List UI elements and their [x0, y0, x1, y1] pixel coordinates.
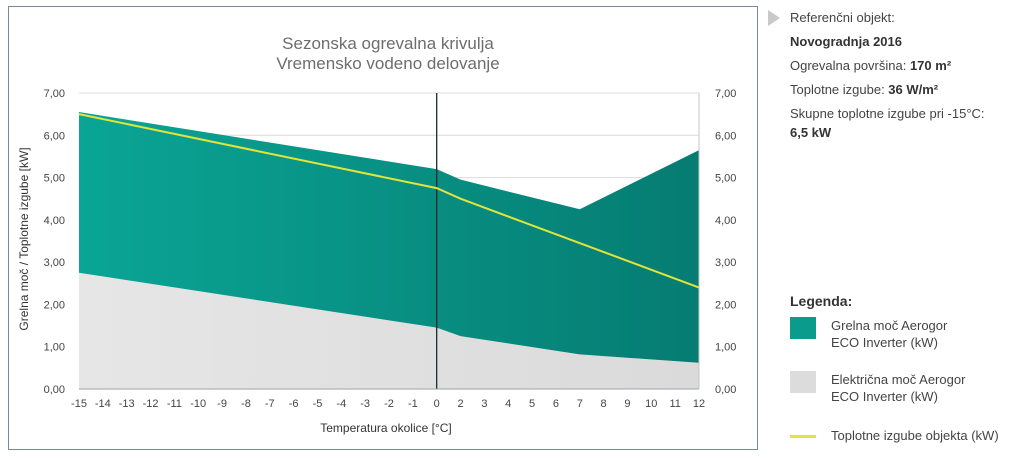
y-tick-right: 0,00: [715, 384, 736, 396]
y-tick-right: 1,00: [715, 342, 736, 354]
x-tick-label: -11: [167, 398, 182, 410]
total-heat-loss-value: 6,5 kW: [790, 125, 832, 140]
electric-power-area: [79, 272, 699, 389]
legend-item-electric-power: Električna moč Aerogor ECO Inverter (kW): [790, 371, 1022, 405]
x-tick-label: 7: [577, 398, 583, 410]
x-tick-label: -5: [313, 398, 323, 410]
legend-swatch-heating-power: [790, 317, 816, 339]
chart-title-line1: Sezonska ogrevalna krivulja: [282, 34, 494, 53]
x-tick-label: -2: [384, 398, 394, 410]
building-name: Novogradnja 2016: [790, 34, 902, 49]
x-axis-label: Temperatura okolice [°C]: [320, 421, 452, 435]
x-tick-label: -15: [71, 398, 87, 410]
x-tick-label: -7: [265, 398, 275, 410]
y-tick-left: 7,00: [44, 88, 65, 100]
heat-loss-label: Toplotne izgube:: [790, 82, 889, 97]
x-tick-label: 5: [529, 398, 535, 410]
legend-swatch-electric-power: [790, 371, 816, 393]
axes: 0,00 0,00 1,00 1,00 2,00 2,00 3,00 3,00 4,00 4,00…: [44, 88, 737, 410]
x-tick-label: 6: [553, 398, 559, 410]
total-heat-loss: Skupne toplotne izgube pri -15°C: 6,5 kW: [768, 104, 1020, 142]
x-tick-label: -10: [190, 398, 206, 410]
x-tick-label: 10: [645, 398, 657, 410]
x-tick-label: 12: [693, 398, 705, 410]
total-heat-loss-label: Skupne toplotne izgube pri -15°C:: [790, 106, 985, 121]
y-tick-left: 5,00: [44, 173, 65, 185]
x-tick-label: -9: [217, 398, 227, 410]
x-tick-label: 0: [434, 398, 440, 410]
legend-label-electric-power-2: ECO Inverter (kW): [831, 389, 938, 404]
x-tick-label: 2: [457, 398, 463, 410]
x-tick-label: 4: [505, 398, 511, 410]
heated-area-label: Ogrevalna površina:: [790, 58, 910, 73]
legend-swatch-heat-loss: [790, 435, 816, 438]
heat-loss-line: [78, 113, 700, 289]
x-tick-label: 9: [624, 398, 630, 410]
y-tick-right: 4,00: [715, 215, 736, 227]
legend-label-heating-power-1: Grelna moč Aerogor: [831, 318, 948, 333]
y-tick-right: 6,00: [715, 130, 736, 142]
y-tick-right: 2,00: [715, 299, 736, 311]
x-tick-label: -1: [408, 398, 418, 410]
chart-title-line2: Vremensko vodeno delovanje: [276, 54, 499, 73]
heating-curve-chart: Sezonska ogrevalna krivulja Vremensko vo…: [17, 34, 737, 435]
heated-area-value: 170 m²: [909, 58, 952, 73]
x-tick-label: -4: [336, 398, 346, 410]
y-tick-left: 2,00: [44, 299, 65, 311]
legend-label-heat-loss: Toplotne izgube objekta (kW): [831, 428, 999, 443]
reference-heading: Referenčni objekt:: [768, 8, 1020, 27]
y-tick-right: 5,00: [715, 173, 736, 185]
heat-loss: Toplotne izgube: 36 W/m²: [768, 80, 1020, 99]
y-tick-right: 7,00: [715, 88, 736, 100]
chart-frame: Sezonska ogrevalna krivulja Vremensko vo…: [8, 6, 758, 450]
legend-item-heating-power: Grelna moč Aerogor ECO Inverter (kW): [790, 317, 1022, 351]
x-tick-label: -8: [241, 398, 251, 410]
x-tick-label: 3: [481, 398, 487, 410]
x-tick-label: 8: [601, 398, 607, 410]
x-tick-label: -13: [119, 398, 135, 410]
x-tick-label: -3: [360, 398, 370, 410]
legend-label-heating-power-2: ECO Inverter (kW): [831, 335, 938, 350]
legend: Legenda: Grelna moč Aerogor ECO Inverter…: [790, 293, 1022, 444]
y-axis-label: Grelna moč / Toplotne izgube [kW]: [17, 147, 31, 330]
reference-heading-text: Referenčni objekt:: [790, 10, 895, 25]
y-tick-left: 1,00: [44, 342, 65, 354]
legend-title: Legenda:: [790, 293, 853, 309]
y-tick-left: 4,00: [44, 215, 65, 227]
reference-object-panel: Referenčni objekt: Novogradnja 2016 Ogre…: [768, 8, 1020, 142]
y-tick-left: 0,00: [44, 384, 65, 396]
x-tick-label: -14: [95, 398, 111, 410]
x-tick-label: -12: [143, 398, 159, 410]
x-tick-label: 11: [669, 398, 680, 410]
triangle-bullet-icon: [768, 9, 780, 26]
x-tick-label: -6: [289, 398, 299, 410]
heat-loss-value: 36 W/m²: [888, 82, 939, 97]
line-series: [78, 93, 700, 389]
legend-label-electric-power-1: Električna moč Aerogor: [831, 372, 966, 387]
heated-area: Ogrevalna površina: 170 m²: [768, 56, 1020, 75]
y-tick-left: 6,00: [44, 130, 65, 142]
legend-item-heat-loss: Toplotne izgube objekta (kW): [790, 427, 1022, 444]
area-series: [79, 112, 699, 390]
y-tick-left: 3,00: [44, 257, 65, 269]
y-tick-right: 3,00: [715, 257, 736, 269]
